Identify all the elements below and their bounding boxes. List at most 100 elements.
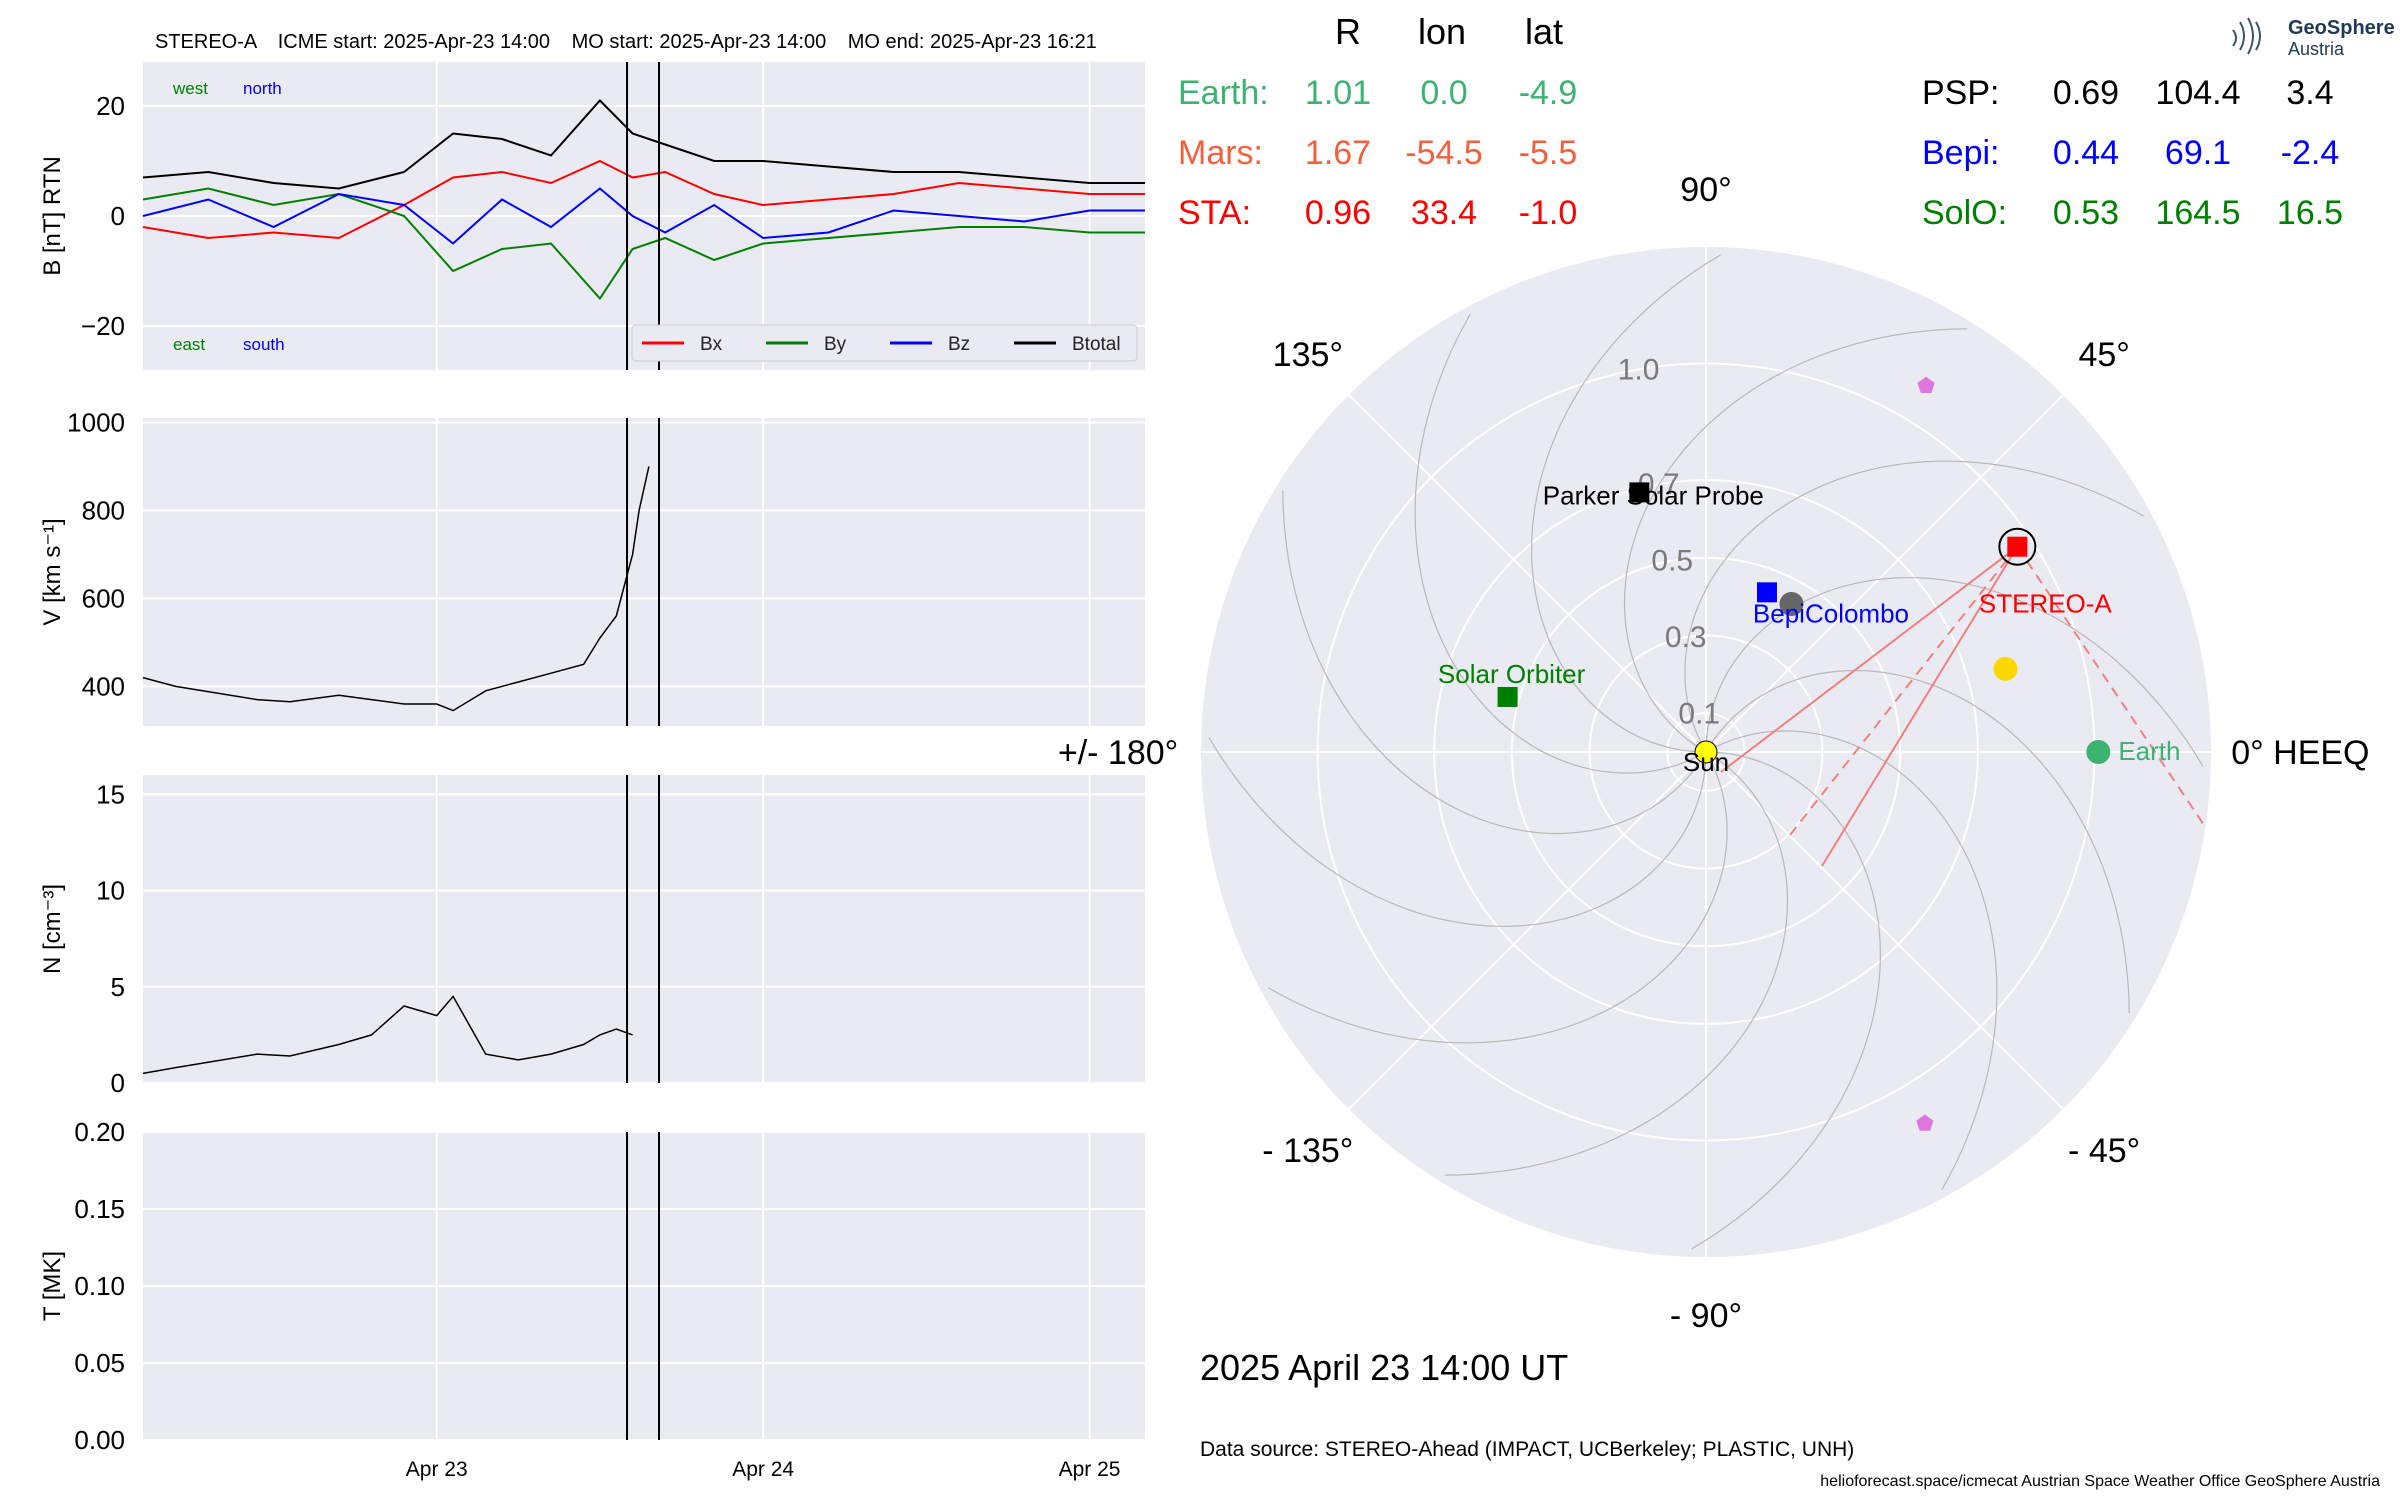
table-row: SolO: 0.53 164.5 16.5 bbox=[1922, 194, 2343, 232]
polar-angle-label: - 135° bbox=[1262, 1132, 1353, 1170]
row-lon: 33.4 bbox=[1411, 194, 1477, 232]
y-tick-label: 0.20 bbox=[74, 1117, 125, 1147]
radial-tick-label: 0.5 bbox=[1651, 545, 1693, 578]
row-lon: 0.0 bbox=[1420, 74, 1467, 112]
y-axis-label: N [cm⁻³] bbox=[39, 884, 66, 974]
x-tick-label: Apr 24 bbox=[732, 1458, 794, 1481]
radial-tick-label: 0.3 bbox=[1665, 621, 1707, 654]
y-tick-label: 600 bbox=[82, 583, 125, 613]
legend-box bbox=[631, 324, 1138, 362]
table-column-header: lat bbox=[1525, 11, 1563, 52]
body-label: Sun bbox=[1683, 747, 1729, 777]
y-tick-label: 0.05 bbox=[74, 1348, 125, 1378]
fieldline bbox=[1720, 545, 2018, 773]
time-series-panels: 20 0 −20 B [nT] RTN west north east south Bx By Bz… bbox=[39, 62, 1145, 1481]
body-label: Parker Solar Probe bbox=[1543, 480, 1764, 510]
stereo-a-fieldlines bbox=[1720, 545, 2207, 867]
table-row: PSP: 0.69 104.4 3.4 bbox=[1922, 74, 2334, 112]
table-row: Bepi: 0.44 69.1 -2.4 bbox=[1922, 134, 2339, 172]
pentagon-marker bbox=[1916, 1114, 1934, 1131]
panel-magnetic_field: 20 0 −20 B [nT] RTN west north east south Bx By Bz… bbox=[39, 62, 1145, 370]
table-row: Earth: 1.01 0.0 -4.9 bbox=[1178, 74, 1577, 112]
legend: Bx By Bz Btotal bbox=[631, 324, 1138, 362]
y-tick-label: 400 bbox=[82, 671, 125, 701]
parker-spiral bbox=[1414, 314, 1707, 774]
table-row: Mars: 1.67 -54.5 -5.5 bbox=[1178, 134, 1577, 172]
body-bepicolombo: BepiColombo bbox=[1753, 582, 1909, 628]
series-speed bbox=[142, 466, 650, 712]
row-r: 0.96 bbox=[1305, 194, 1371, 232]
x-axis-ticks: Apr 23 Apr 24 Apr 25 bbox=[406, 1458, 1121, 1481]
header-mo-start: MO start: 2025-Apr-23 14:00 bbox=[572, 31, 827, 53]
body-label: BepiColombo bbox=[1753, 598, 1909, 628]
y-tick-label: 0.00 bbox=[74, 1425, 125, 1455]
parker-spiral bbox=[1705, 577, 2204, 767]
y-tick-label: 10 bbox=[96, 876, 125, 906]
parker-spiral bbox=[1268, 751, 1728, 1044]
table-row: STA: 0.96 33.4 -1.0 bbox=[1178, 194, 1577, 232]
row-lat: -1.0 bbox=[1519, 194, 1578, 232]
y-axis-label: V [km s⁻¹] bbox=[39, 518, 66, 625]
parker-spirals bbox=[1208, 254, 2204, 1250]
polar-angle-label: - 45° bbox=[2068, 1132, 2140, 1170]
label-east: east bbox=[173, 335, 205, 354]
body-label: Earth bbox=[2118, 736, 2180, 766]
header-icme-start: ICME start: 2025-Apr-23 14:00 bbox=[278, 31, 550, 53]
legend-label-bx: Bx bbox=[700, 334, 723, 355]
y-tick-label: 0.15 bbox=[74, 1194, 125, 1224]
series-btotal bbox=[142, 99, 1145, 190]
radial-tick-label: 0.1 bbox=[1678, 698, 1720, 731]
row-lat: -2.4 bbox=[2281, 134, 2340, 172]
row-name: Mars: bbox=[1178, 134, 1263, 172]
polar-spoke bbox=[1348, 751, 1707, 1110]
parker-spiral bbox=[1531, 254, 1721, 753]
body-sun: Sun bbox=[1683, 740, 1729, 777]
legend-label-btotal: Btotal bbox=[1072, 334, 1121, 355]
label-north: north bbox=[243, 79, 282, 98]
series-bz bbox=[142, 187, 1145, 245]
panel-background bbox=[143, 418, 1145, 726]
polar-ring bbox=[1510, 556, 1902, 948]
row-lon: 69.1 bbox=[2165, 134, 2231, 172]
row-lon: 104.4 bbox=[2155, 74, 2240, 112]
panel-speed: 1000 800 600 400 V [km s⁻¹] bbox=[39, 407, 1145, 726]
pentagon-marker bbox=[1917, 376, 1935, 393]
body-label: STEREO-A bbox=[1979, 589, 2113, 619]
label-west: west bbox=[172, 79, 208, 98]
logo-icon bbox=[2232, 17, 2261, 55]
parker-spiral bbox=[1691, 751, 1881, 1250]
y-tick-label: −20 bbox=[81, 311, 125, 341]
y-tick-label: 0.10 bbox=[74, 1271, 125, 1301]
body-marker bbox=[1694, 740, 1718, 764]
row-lon: -54.5 bbox=[1405, 134, 1483, 172]
y-tick-label: 1000 bbox=[67, 407, 125, 437]
polar-ring bbox=[1588, 634, 1824, 870]
header-spacecraft: STEREO-A bbox=[155, 31, 258, 53]
table-column-header: R bbox=[1335, 11, 1361, 52]
row-lat: 3.4 bbox=[2286, 74, 2333, 112]
row-name: PSP: bbox=[1922, 74, 1999, 112]
polar-angle-label: - 90° bbox=[1670, 1297, 1742, 1335]
parker-spiral bbox=[1705, 730, 1998, 1190]
polar-spoke bbox=[1705, 751, 2064, 1110]
parker-spiral bbox=[1282, 490, 1707, 835]
row-r: 0.69 bbox=[2053, 74, 2119, 112]
y-tick-label: 800 bbox=[82, 495, 125, 525]
row-name: STA: bbox=[1178, 194, 1251, 232]
fieldline-dashed bbox=[2016, 546, 2207, 829]
y-tick-label: 20 bbox=[96, 91, 125, 121]
parker-spiral bbox=[1705, 669, 2130, 1014]
table-column-header: lon bbox=[1418, 11, 1466, 52]
parker-spiral bbox=[1623, 328, 1968, 753]
panel-density: 15 10 5 0 N [cm⁻³] bbox=[39, 775, 1145, 1098]
header-mo-end: MO end: 2025-Apr-23 16:21 bbox=[848, 31, 1097, 53]
body-marker bbox=[2007, 536, 2028, 557]
polar-spoke bbox=[1348, 394, 1707, 753]
data-source-text: Data source: STEREO-Ahead (IMPACT, UCBer… bbox=[1200, 1438, 1854, 1461]
figure-header: STEREO-A ICME start: 2025-Apr-23 14:00 M… bbox=[155, 31, 1097, 53]
row-name: SolO: bbox=[1922, 194, 2007, 232]
y-axis-label: B [nT] RTN bbox=[39, 156, 66, 276]
logo-line2: Austria bbox=[2288, 39, 2345, 59]
